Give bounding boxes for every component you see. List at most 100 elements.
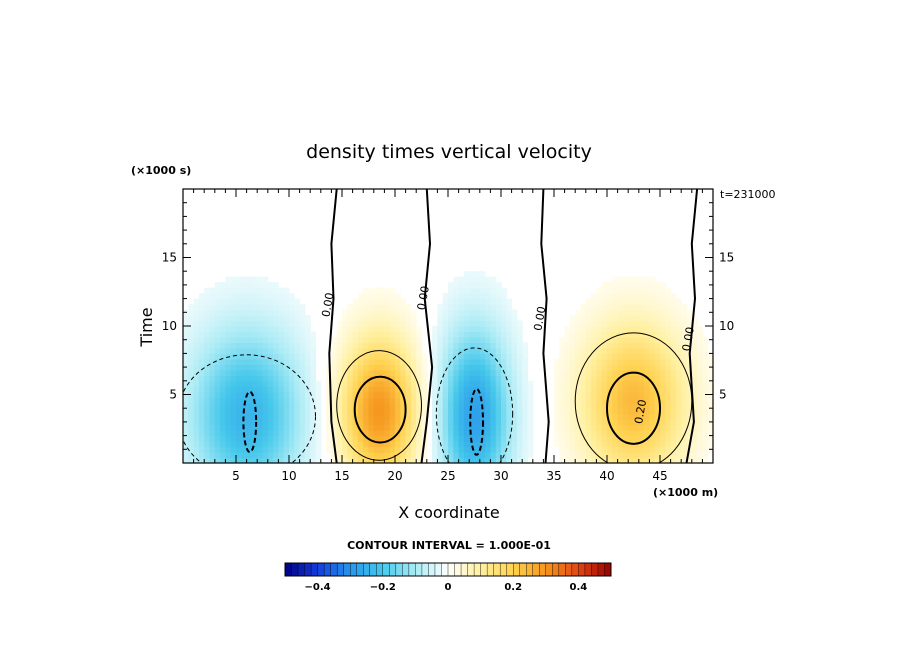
field-cell: [506, 353, 513, 360]
field-cell: [463, 364, 470, 371]
field-cell: [310, 375, 317, 382]
field-cell: [697, 408, 703, 415]
field-cell: [405, 391, 412, 398]
field-cell: [326, 408, 332, 415]
field-cell: [220, 293, 226, 300]
field-cell: [241, 282, 248, 289]
zero-contour: [328, 189, 338, 463]
field-cell: [188, 369, 195, 376]
field-cell: [246, 282, 253, 289]
field-cell: [294, 347, 301, 354]
field-cell: [342, 353, 348, 360]
field-cell: [681, 446, 688, 453]
field-cell: [628, 402, 635, 409]
field-cell: [675, 320, 682, 327]
field-cell: [612, 309, 619, 316]
field-cell: [522, 457, 529, 463]
field-cell: [644, 358, 650, 365]
field-cell: [463, 441, 470, 448]
field-cell: [198, 446, 205, 453]
field-cell: [463, 413, 470, 420]
field-cell: [230, 331, 237, 338]
field-cell: [352, 326, 359, 333]
field-cell: [336, 347, 343, 354]
field-cell: [241, 358, 248, 365]
field-cell: [490, 326, 497, 333]
field-cell: [501, 375, 507, 382]
field-cell: [501, 320, 507, 327]
field-cell: [697, 386, 703, 393]
field-cell: [485, 435, 491, 442]
field-cell: [257, 298, 264, 305]
colorbar-cell: [310, 562, 319, 577]
field-cell: [294, 391, 301, 398]
field-cell: [469, 298, 476, 305]
field-cell: [405, 364, 412, 371]
field-cell: [198, 457, 205, 463]
colorbar-tick-label: 0.2: [504, 582, 522, 593]
field-cell: [479, 380, 486, 387]
field-cell: [633, 408, 640, 415]
field-cell: [691, 441, 698, 448]
field-cell: [299, 364, 306, 371]
field-cell: [183, 397, 189, 404]
field-cell: [204, 353, 211, 360]
field-cell: [617, 320, 624, 327]
field-cell: [585, 424, 592, 431]
colorbar-cell: [499, 562, 508, 577]
field-cell: [691, 315, 698, 322]
x-unit-label: (×1000 m): [653, 486, 718, 499]
field-cell: [644, 320, 650, 327]
field-cell: [638, 457, 645, 463]
field-cell: [214, 336, 221, 344]
field-cell: [485, 320, 491, 327]
colorbar-cell: [506, 562, 514, 577]
field-cell: [458, 375, 465, 382]
field-cell: [236, 457, 242, 463]
field-cell: [660, 358, 666, 365]
field-cell: [214, 386, 221, 393]
field-cell: [628, 358, 635, 365]
field-cell: [458, 435, 465, 442]
field-cell: [389, 342, 396, 349]
field-cell: [246, 276, 253, 283]
field-cell: [363, 287, 370, 294]
field-cell: [342, 430, 348, 437]
field-cell: [511, 326, 518, 333]
field-cell: [686, 364, 693, 371]
colorbar-cell: [460, 562, 469, 577]
field-cell: [304, 342, 311, 349]
field-cell: [601, 336, 608, 344]
field-cell: [214, 287, 221, 294]
field-cell: [416, 402, 423, 409]
field-cell: [522, 353, 529, 360]
field-cell: [363, 402, 370, 409]
field-cell: [495, 452, 502, 459]
field-cell: [379, 386, 385, 393]
colorbar-cell: [591, 562, 599, 577]
field-cell: [649, 315, 656, 322]
field-cell: [702, 430, 709, 437]
field-cell: [580, 380, 587, 387]
field-cell: [516, 336, 523, 344]
field-cell: [511, 320, 518, 327]
field-cell: [400, 326, 407, 333]
field-cell: [506, 452, 513, 459]
field-cell: [373, 336, 380, 344]
field-cell: [294, 336, 301, 344]
field-cell: [448, 457, 454, 463]
field-cell: [448, 326, 454, 333]
field-cell: [516, 419, 523, 426]
colorbar-cell: [558, 562, 566, 577]
field-cell: [522, 386, 529, 393]
field-cell: [198, 342, 205, 349]
field-cell: [670, 446, 677, 453]
field-cell: [702, 375, 709, 382]
field-cell: [410, 380, 417, 387]
field-cell: [368, 320, 375, 327]
field-cell: [612, 347, 619, 354]
field-cell: [622, 320, 629, 327]
field-cell: [686, 413, 693, 420]
field-cell: [273, 430, 279, 437]
field-cell: [601, 358, 608, 365]
